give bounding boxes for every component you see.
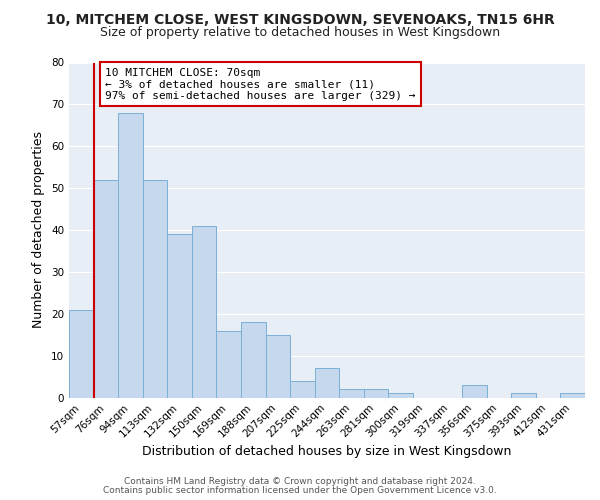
- Bar: [94, 180, 118, 398]
- Bar: [339, 389, 364, 398]
- X-axis label: Distribution of detached houses by size in West Kingsdown: Distribution of detached houses by size …: [142, 445, 512, 458]
- Bar: [266, 334, 290, 398]
- Y-axis label: Number of detached properties: Number of detached properties: [32, 132, 46, 328]
- Text: Contains public sector information licensed under the Open Government Licence v3: Contains public sector information licen…: [103, 486, 497, 495]
- Bar: [462, 385, 487, 398]
- Text: 10 MITCHEM CLOSE: 70sqm
← 3% of detached houses are smaller (11)
97% of semi-det: 10 MITCHEM CLOSE: 70sqm ← 3% of detached…: [105, 68, 416, 100]
- Bar: [217, 330, 241, 398]
- Bar: [143, 180, 167, 398]
- Bar: [290, 381, 315, 398]
- Bar: [511, 394, 536, 398]
- Bar: [388, 394, 413, 398]
- Bar: [560, 394, 585, 398]
- Text: 10, MITCHEM CLOSE, WEST KINGSDOWN, SEVENOAKS, TN15 6HR: 10, MITCHEM CLOSE, WEST KINGSDOWN, SEVEN…: [46, 12, 554, 26]
- Bar: [364, 389, 388, 398]
- Text: Size of property relative to detached houses in West Kingsdown: Size of property relative to detached ho…: [100, 26, 500, 39]
- Bar: [241, 322, 266, 398]
- Bar: [192, 226, 217, 398]
- Bar: [167, 234, 192, 398]
- Bar: [118, 113, 143, 398]
- Bar: [315, 368, 339, 398]
- Text: Contains HM Land Registry data © Crown copyright and database right 2024.: Contains HM Land Registry data © Crown c…: [124, 477, 476, 486]
- Bar: [69, 310, 94, 398]
